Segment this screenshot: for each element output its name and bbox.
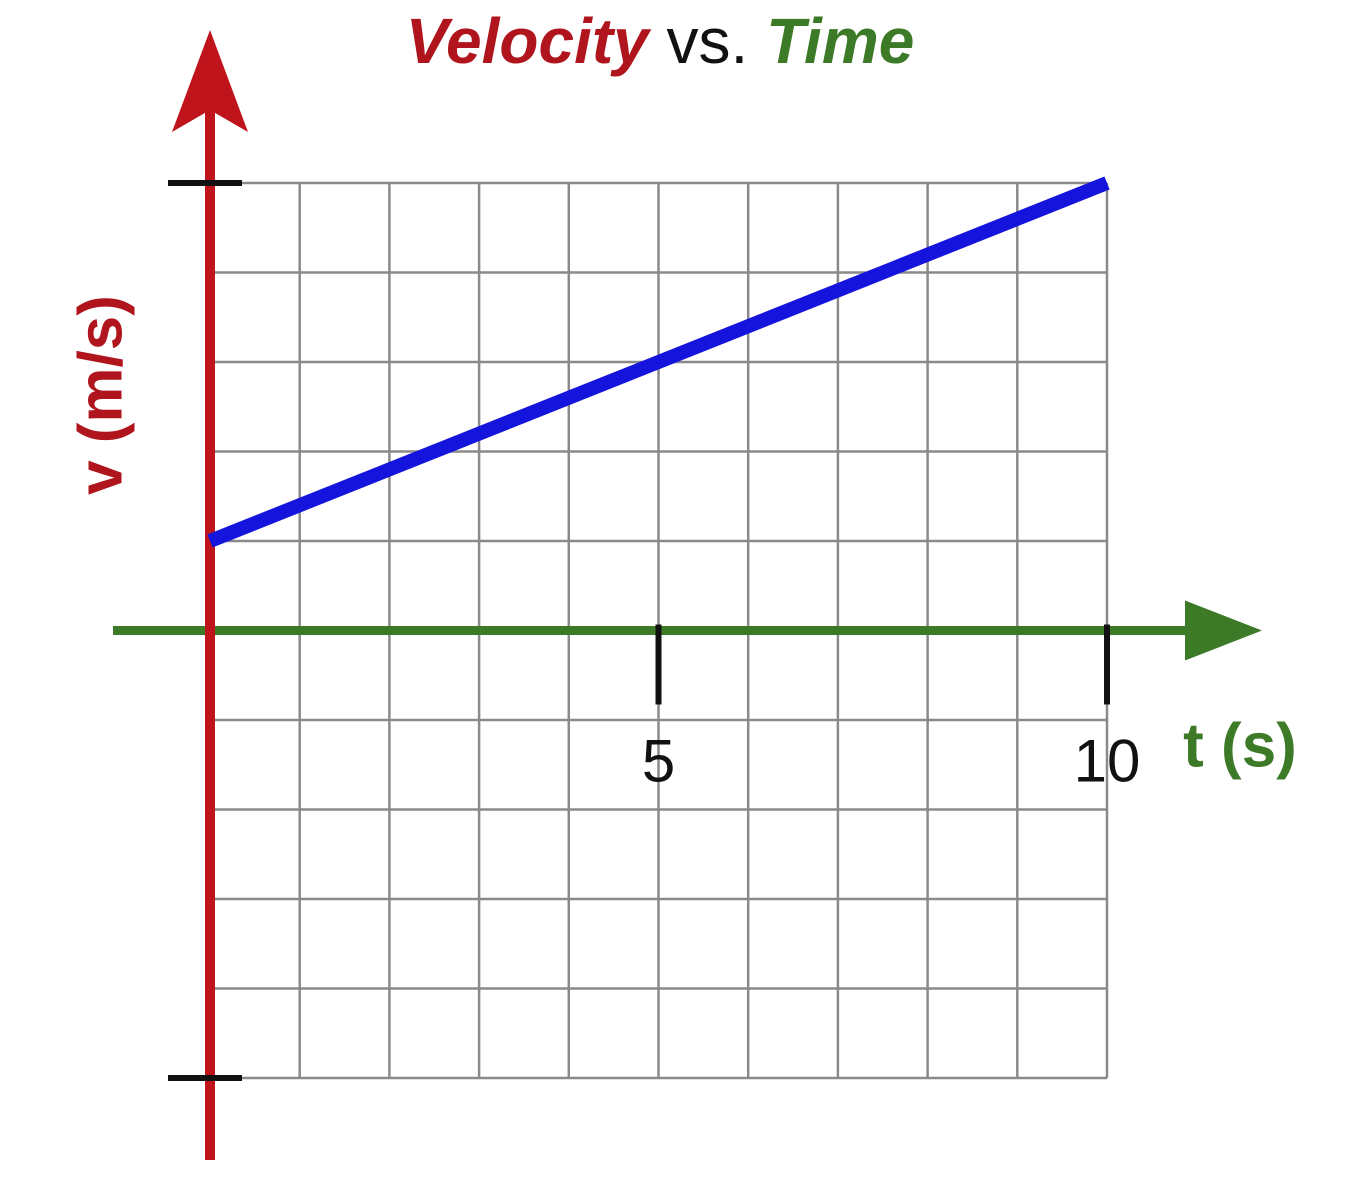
x-axis-arrow: [1185, 600, 1262, 661]
title-part: Time: [766, 5, 914, 77]
x-tick-label: 10: [1074, 727, 1141, 794]
title-part: vs.: [667, 5, 749, 77]
y-axis-arrow: [172, 30, 248, 132]
x-axis-label: t (s): [1183, 711, 1297, 780]
x-tick-label: 5: [642, 727, 675, 794]
title-part: Velocity: [406, 5, 652, 77]
y-axis-label: v (m/s): [66, 295, 135, 495]
chart-title: Velocity vs. Time: [406, 5, 915, 77]
data-line: [207, 176, 1110, 548]
